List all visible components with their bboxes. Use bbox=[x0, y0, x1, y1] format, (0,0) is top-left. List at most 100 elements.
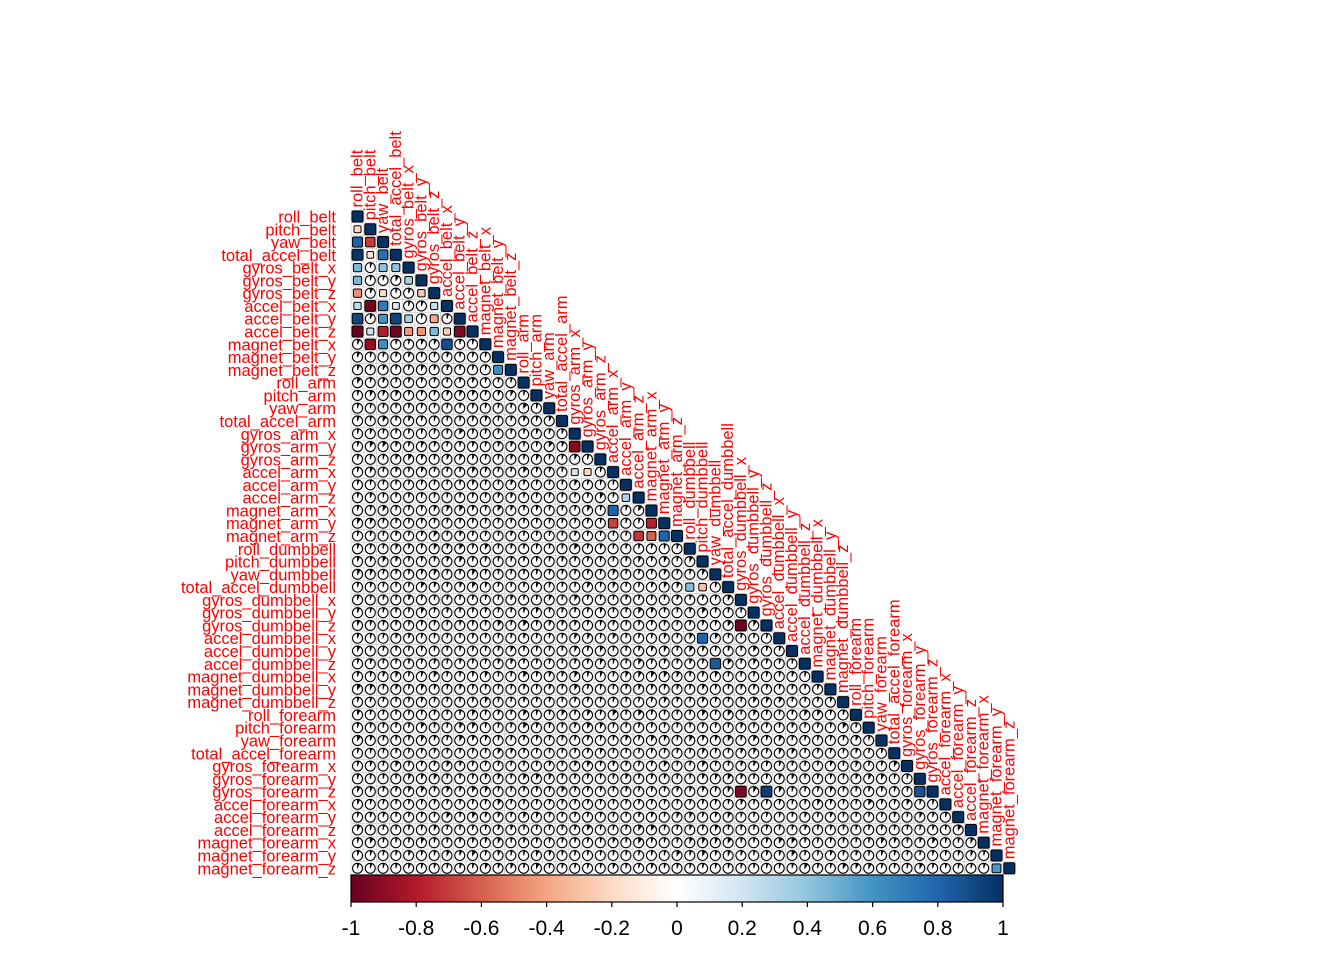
col-label-accel_dumbbell_z: accel_dumbbell_z bbox=[796, 523, 814, 655]
corr-cell-accel_arm_z-accel_belt_x bbox=[440, 490, 454, 505]
corr-cell-accel_forearm_z-magnet_arm_y bbox=[657, 823, 671, 837]
corr-cell-total_accel_forearm-accel_arm_x bbox=[606, 746, 620, 760]
corr-cell-accel_dumbbell_y-accel_arm_x bbox=[606, 644, 620, 658]
row-label-gyros_dumbbell_z: gyros_dumbbell_z bbox=[202, 617, 336, 635]
corr-cell-accel_forearm_y-gyros_arm_x bbox=[568, 810, 582, 824]
corr-cell-magnet_dumbbell_z-pitch_arm bbox=[529, 695, 544, 709]
corr-cell-accel_arm_y-accel_belt_y bbox=[453, 478, 467, 492]
corr-cell-gyros_dumbbell_x-magnet_belt_x bbox=[478, 593, 492, 607]
corr-cell-accel_forearm_x-yaw_arm bbox=[542, 797, 556, 812]
corr-cell-magnet_forearm_z-magnet_forearm_z bbox=[1002, 861, 1016, 875]
corr-cell-total_accel_forearm-gyros_dumbbell_z bbox=[759, 746, 774, 760]
corr-cell-magnet_dumbbell_x-accel_dumbbell_z bbox=[798, 669, 812, 684]
corr-cell-accel_arm_z-roll_belt bbox=[350, 490, 365, 505]
corr-cell-magnet_dumbbell_z-magnet_belt_y bbox=[491, 695, 505, 709]
corr-cell-roll_forearm-gyros_dumbbell_x bbox=[734, 708, 748, 722]
corr-cell-magnet_arm_y-yaw_arm bbox=[542, 516, 556, 530]
corr-cell-magnet_dumbbell_z-yaw_arm bbox=[542, 695, 556, 709]
corr-cell-gyros_arm_x-gyros_belt_x bbox=[401, 427, 416, 441]
corr-cell-yaw_dumbbell-gyros_belt_y bbox=[414, 567, 429, 582]
corr-cell-magnet_forearm_y-total_accel_arm bbox=[555, 848, 569, 863]
corr-cell-pitch_dumbbell-gyros_arm_y bbox=[580, 554, 595, 569]
corr-cell-gyros_arm_z-total_accel_arm bbox=[555, 452, 569, 467]
col-label-magnet_belt_x: magnet_belt_x bbox=[476, 226, 494, 335]
corr-cell-roll_forearm-gyros_arm_z bbox=[593, 708, 608, 722]
corr-cell-gyros_dumbbell_x-magnet_arm_y bbox=[657, 593, 671, 607]
corr-cell-accel_arm_y-roll_arm bbox=[516, 478, 531, 492]
corr-cell-total_accel_arm-roll_belt bbox=[350, 414, 365, 428]
corr-cell-magnet_forearm_x-gyros_dumbbell_z bbox=[759, 836, 774, 850]
corr-cell-accel_forearm_x-gyros_forearm_x bbox=[900, 797, 914, 812]
corr-cell-accel_arm_z-magnet_belt_y bbox=[491, 490, 505, 505]
corr-cell-pitch_dumbbell-yaw_arm bbox=[542, 554, 556, 569]
corr-cell-accel_forearm_x-roll_forearm bbox=[849, 797, 863, 812]
colorbar-tick-label: 0.8 bbox=[923, 917, 952, 940]
corr-cell-gyros_dumbbell_x-pitch_dumbbell bbox=[695, 593, 710, 607]
corr-cell-magnet_arm_x-yaw_belt bbox=[376, 503, 390, 518]
corr-cell-total_accel_dumbbell-yaw_belt bbox=[376, 580, 390, 594]
corr-cell-gyros_forearm_z-pitch_dumbbell bbox=[695, 784, 710, 799]
corr-cell-accel_dumbbell_z-yaw_belt bbox=[376, 657, 390, 671]
corr-cell-accel_belt_z-accel_belt_x bbox=[440, 324, 454, 339]
corr-cell-accel_dumbbell_y-roll_belt bbox=[350, 644, 365, 658]
corr-cell-magnet_forearm_y-roll_belt bbox=[350, 848, 365, 863]
corr-cell-magnet_forearm_z-gyros_belt_z bbox=[427, 861, 441, 875]
corr-cell-accel_forearm_x-roll_dumbbell bbox=[683, 797, 697, 812]
corr-cell-pitch_arm-magnet_belt_y bbox=[491, 388, 505, 403]
corr-cell-magnet_dumbbell_z-pitch_belt bbox=[363, 695, 377, 709]
corr-cell-accel_dumbbell_x-accel_belt_z bbox=[465, 631, 480, 645]
corr-cell-gyros_dumbbell_y-gyros_arm_y bbox=[580, 605, 595, 620]
corr-cell-gyros_dumbbell_x-total_accel_arm bbox=[555, 593, 569, 607]
corr-cell-total_accel_forearm-yaw_arm bbox=[542, 746, 556, 760]
corr-cell-pitch_dumbbell-roll_dumbbell bbox=[683, 554, 697, 569]
corr-cell-magnet_forearm_y-magnet_belt_y bbox=[491, 848, 505, 863]
corr-cell-accel_dumbbell_x-yaw_dumbbell bbox=[708, 631, 723, 645]
corr-cell-gyros_arm_y-magnet_belt_z bbox=[504, 439, 518, 454]
corr-cell-total_accel_dumbbell-magnet_arm_y bbox=[657, 580, 671, 594]
corr-cell-roll_dumbbell-magnet_arm_y bbox=[657, 542, 671, 556]
corr-cell-magnet_belt_z-magnet_belt_z bbox=[504, 363, 518, 377]
corr-cell-magnet_dumbbell_x-total_accel_arm bbox=[555, 669, 569, 684]
corr-cell-accel_belt_z-total_accel_belt bbox=[389, 324, 403, 339]
corr-cell-magnet_arm_y-total_accel_arm bbox=[555, 516, 569, 530]
corr-cell-yaw_dumbbell-gyros_belt_z bbox=[427, 567, 441, 582]
corr-cell-roll_dumbbell-accel_belt_z bbox=[465, 542, 480, 556]
corr-cell-roll_arm-magnet_belt_x bbox=[478, 375, 492, 390]
corr-cell-yaw_dumbbell-gyros_arm_y bbox=[580, 567, 595, 582]
corr-cell-magnet_dumbbell_z-yaw_belt bbox=[376, 695, 390, 709]
corr-cell-gyros_forearm_z-yaw_belt bbox=[376, 784, 390, 799]
corr-cell-gyros_dumbbell_z-magnet_arm_x bbox=[644, 618, 659, 633]
corr-cell-gyros_forearm_y-gyros_dumbbell_y bbox=[746, 772, 761, 786]
corr-cell-magnet_belt_z-magnet_belt_y bbox=[491, 363, 505, 377]
corr-cell-magnet_forearm_z-gyros_dumbbell_x bbox=[734, 861, 748, 875]
corr-cell-magnet_forearm_y-magnet_forearm_x bbox=[977, 848, 991, 863]
corr-cell-gyros_dumbbell_x-gyros_arm_y bbox=[580, 593, 595, 607]
corr-cell-accel_dumbbell_z-gyros_arm_y bbox=[580, 657, 595, 671]
corr-cell-yaw_dumbbell-yaw_belt bbox=[376, 567, 390, 582]
corr-cell-pitch_forearm-pitch_belt bbox=[363, 721, 377, 735]
colorbar-tick-label: 0 bbox=[671, 917, 683, 940]
corr-cell-accel_forearm_y-pitch_arm bbox=[529, 810, 544, 824]
corr-cell-accel_dumbbell_y-accel_arm_z bbox=[631, 644, 646, 658]
corr-cell-pitch_arm-magnet_belt_x bbox=[478, 388, 492, 403]
corr-cell-gyros_forearm_z-magnet_dumbbell_y bbox=[823, 784, 838, 799]
corr-cell-total_accel_forearm-accel_arm_y bbox=[619, 746, 633, 760]
corr-cell-accel_dumbbell_x-magnet_belt_z bbox=[504, 631, 518, 645]
corr-cell-roll_forearm-accel_dumbbell_x bbox=[772, 708, 786, 722]
corr-cell-roll_forearm-accel_dumbbell_z bbox=[798, 708, 812, 722]
corr-cell-gyros_dumbbell_x-gyros_belt_x bbox=[401, 593, 416, 607]
corr-cell-pitch_dumbbell-magnet_arm_z bbox=[670, 554, 684, 569]
corr-cell-gyros_dumbbell_y-gyros_dumbbell_x bbox=[734, 605, 748, 620]
corr-cell-roll_dumbbell-accel_arm_z bbox=[631, 542, 646, 556]
corr-cell-accel_forearm_y-yaw_arm bbox=[542, 810, 556, 824]
corr-cell-gyros_dumbbell_x-roll_belt bbox=[350, 593, 365, 607]
corr-cell-roll_forearm-gyros_dumbbell_y bbox=[746, 708, 761, 722]
corr-cell-pitch_forearm-gyros_belt_x bbox=[401, 721, 416, 735]
corr-cell-accel_arm_x-total_accel_arm bbox=[555, 465, 569, 479]
corr-cell-magnet_dumbbell_x-gyros_dumbbell_y bbox=[746, 669, 761, 684]
corr-cell-accel_arm_z-accel_arm_z bbox=[631, 490, 646, 505]
corr-cell-accel_dumbbell_z-magnet_belt_y bbox=[491, 657, 505, 671]
corr-cell-accel_dumbbell_y-roll_dumbbell bbox=[683, 644, 697, 658]
corr-cell-accel_arm_y-accel_arm_y bbox=[619, 478, 633, 492]
corr-cell-gyros_forearm_y-gyros_belt_x bbox=[401, 772, 416, 786]
